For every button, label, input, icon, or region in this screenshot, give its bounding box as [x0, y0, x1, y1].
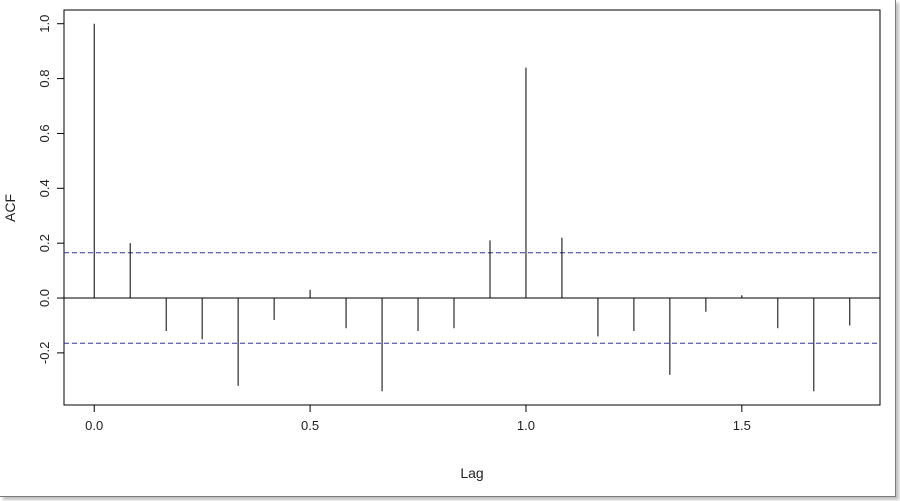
- y-axis-label: ACF: [2, 194, 18, 222]
- y-axis: -0.2 0.0 0.2 0.4 0.6 0.8 1.0: [37, 15, 64, 364]
- confidence-bounds: [64, 252, 880, 344]
- plot-area-border: [63, 9, 881, 406]
- x-axis: 0.0 0.5 1.0 1.5: [85, 405, 751, 433]
- x-axis-label: Lag: [460, 465, 483, 481]
- y-tick-label: -0.2: [37, 342, 52, 364]
- x-tick-label: 0.5: [301, 418, 319, 433]
- y-tick-label: 0.8: [37, 70, 52, 88]
- y-tick-label: 0.2: [37, 234, 52, 252]
- x-tick-label: 1.0: [517, 418, 535, 433]
- y-tick-label: 1.0: [37, 15, 52, 33]
- y-tick-label: 0.4: [37, 179, 52, 197]
- x-tick-label: 1.5: [733, 418, 751, 433]
- y-tick-label: 0.0: [37, 289, 52, 307]
- y-tick-label: 0.6: [37, 124, 52, 142]
- x-tick-label: 0.0: [85, 418, 103, 433]
- acf-spikes: [93, 23, 851, 392]
